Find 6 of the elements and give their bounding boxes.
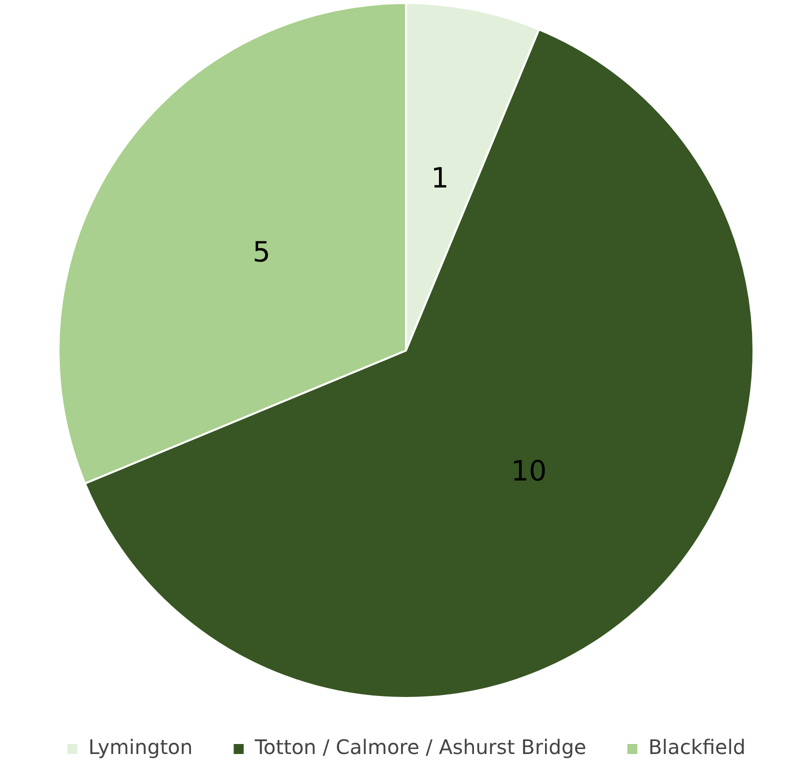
- legend-label: Totton / Calmore / Ashurst Bridge: [254, 735, 586, 760]
- data-label: 1: [430, 161, 449, 194]
- data-label: 5: [252, 235, 270, 268]
- data-label: 10: [511, 454, 547, 488]
- legend-label: Blackfield: [648, 735, 746, 760]
- legend-label: Lymington: [88, 735, 193, 760]
